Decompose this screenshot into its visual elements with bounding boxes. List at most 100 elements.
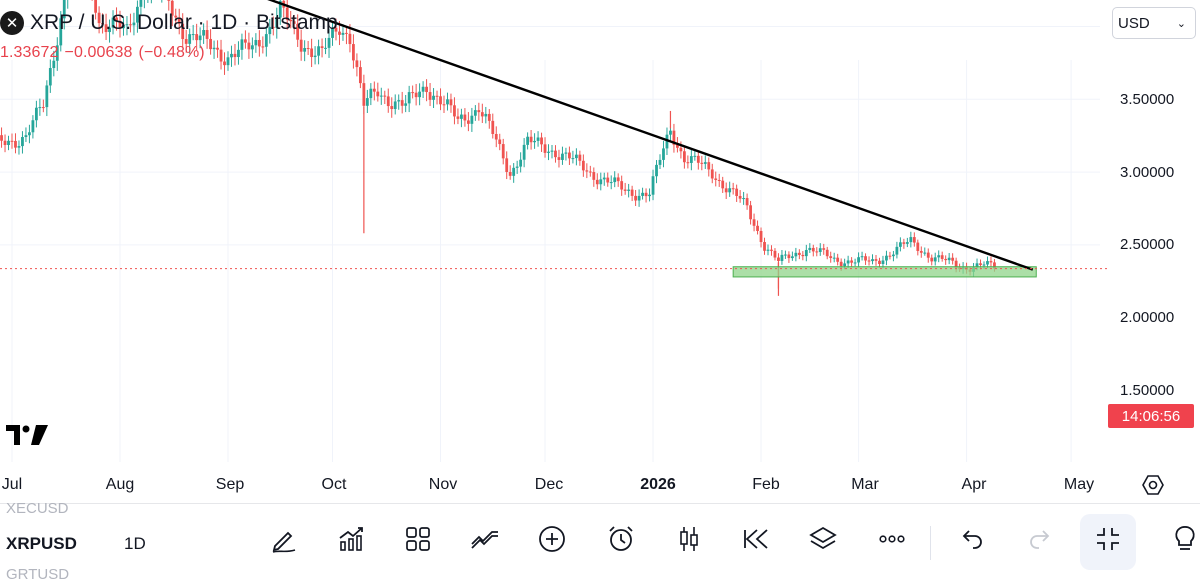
candle-body xyxy=(7,140,10,146)
candle-body xyxy=(174,15,178,18)
candle-body xyxy=(355,60,359,68)
candle-body xyxy=(602,177,606,180)
candle-body xyxy=(752,219,756,226)
fullscreen-exit-button[interactable] xyxy=(1080,514,1136,570)
candle-body xyxy=(616,177,620,182)
candle-body xyxy=(390,106,394,110)
support-zone xyxy=(732,266,1037,278)
layers-icon[interactable] xyxy=(808,524,838,554)
candle-body xyxy=(648,194,651,197)
more-icon[interactable] xyxy=(877,524,907,554)
candle-body xyxy=(898,242,902,247)
candle-body xyxy=(508,171,512,176)
replay-icon[interactable] xyxy=(741,524,771,554)
candle-body xyxy=(846,260,850,264)
candle-body xyxy=(609,182,613,184)
candle-body xyxy=(428,92,432,100)
candle-body xyxy=(345,32,348,34)
currency-select[interactable]: USD ⌄ xyxy=(1112,7,1196,39)
candle-body xyxy=(45,85,49,108)
compare-icon[interactable] xyxy=(470,524,500,554)
candle-body xyxy=(804,249,808,257)
candle-body xyxy=(34,107,38,121)
candle-body xyxy=(139,0,143,7)
pencil-icon[interactable] xyxy=(269,524,299,554)
symbol-button[interactable]: XRPUSD xyxy=(6,534,77,553)
candle-body xyxy=(421,86,425,92)
candles-icon[interactable] xyxy=(674,524,704,554)
fullscreen-exit-icon[interactable] xyxy=(1093,524,1123,554)
candle-body xyxy=(181,23,185,40)
x-tick-label: May xyxy=(1063,476,1095,493)
candle-body xyxy=(101,23,104,25)
candle-body xyxy=(324,47,327,49)
timeframe-button[interactable]: 1D xyxy=(124,534,146,553)
candle-body xyxy=(257,39,261,47)
candle-body xyxy=(435,95,439,97)
candle-body xyxy=(867,260,871,262)
candle-body xyxy=(21,137,24,147)
redo-icon[interactable] xyxy=(1025,524,1055,554)
candle-body xyxy=(919,250,923,253)
candle-body xyxy=(714,178,718,180)
candle-body xyxy=(348,33,352,45)
candle-body xyxy=(954,260,958,268)
price-readout: 1.33672 −0.00638 (−0.48%) xyxy=(0,44,211,62)
candle-body xyxy=(784,254,787,256)
candle-body xyxy=(829,256,833,258)
undo-icon[interactable] xyxy=(957,524,987,554)
candle-body xyxy=(787,254,791,259)
x-tick-label: Oct xyxy=(321,476,347,493)
candle-body xyxy=(853,262,857,264)
candle-body xyxy=(446,99,449,105)
symbol-title[interactable]: XRP / U.S. Dollar · 1D · Bitstamp xyxy=(30,11,338,34)
candle-body xyxy=(195,34,199,41)
candle-body xyxy=(136,6,139,23)
candle-body xyxy=(379,95,383,97)
candle-body xyxy=(299,39,303,52)
candle-body xyxy=(888,255,892,257)
y-tick-label: 1.50000 xyxy=(1120,382,1175,399)
candle-body xyxy=(561,153,564,160)
layout-grid-icon[interactable] xyxy=(403,524,433,554)
candle-body xyxy=(581,160,585,171)
candle-body xyxy=(216,47,219,50)
indicators-icon[interactable] xyxy=(336,524,366,554)
candle-body xyxy=(606,177,610,183)
candle-body xyxy=(777,257,780,261)
candle-body xyxy=(358,67,362,84)
candle-body xyxy=(209,38,212,50)
chart-settings-icon[interactable] xyxy=(1142,474,1164,496)
candle-body xyxy=(292,21,296,24)
candle-body xyxy=(473,110,477,116)
candle-body xyxy=(372,88,376,92)
price-chart[interactable] xyxy=(0,0,1200,503)
add-icon[interactable] xyxy=(537,524,567,554)
candle-body xyxy=(271,27,275,29)
candle-body xyxy=(797,252,801,255)
candle-body xyxy=(731,188,735,190)
candle-body xyxy=(122,24,125,29)
candle-body xyxy=(306,48,310,50)
alarm-icon[interactable] xyxy=(606,524,636,554)
candle-body xyxy=(745,198,749,206)
candle-body xyxy=(780,254,784,261)
candle-body xyxy=(414,92,418,98)
candle-body xyxy=(188,34,192,44)
candle-body xyxy=(191,34,195,36)
candle-body xyxy=(404,103,408,106)
candle-body xyxy=(871,259,874,262)
candle-body xyxy=(14,140,17,148)
lightbulb-icon[interactable] xyxy=(1170,524,1200,554)
candle-body xyxy=(864,256,867,261)
candle-body xyxy=(115,17,118,21)
candle-body xyxy=(571,158,575,160)
candle-body xyxy=(449,99,453,106)
candle-body xyxy=(926,252,930,258)
y-tick-label: 2.50000 xyxy=(1120,236,1175,253)
trendline xyxy=(267,0,1034,271)
candle-body xyxy=(223,61,226,66)
candle-body xyxy=(909,237,913,243)
candle-body xyxy=(226,57,230,66)
candle-body xyxy=(655,164,658,177)
